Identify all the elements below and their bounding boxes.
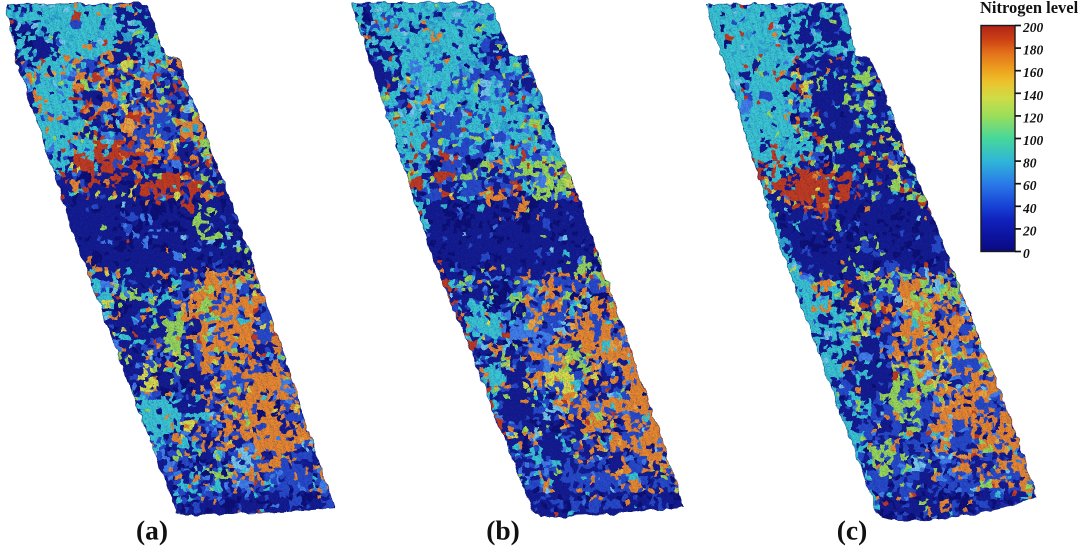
svg-text:120: 120 (1023, 110, 1044, 125)
svg-text:0: 0 (1023, 246, 1030, 261)
svg-text:180: 180 (1023, 43, 1044, 58)
svg-text:200: 200 (1022, 20, 1044, 35)
svg-text:(c): (c) (837, 515, 868, 546)
svg-text:40: 40 (1022, 201, 1037, 216)
svg-text:100: 100 (1023, 133, 1044, 148)
svg-text:60: 60 (1023, 178, 1037, 193)
svg-text:80: 80 (1023, 156, 1037, 171)
svg-text:(b): (b) (486, 515, 520, 546)
svg-text:(a): (a) (136, 515, 168, 546)
svg-text:160: 160 (1023, 65, 1044, 80)
svg-text:Nitrogen level: Nitrogen level (980, 0, 1079, 17)
svg-text:140: 140 (1023, 88, 1044, 103)
svg-text:20: 20 (1022, 223, 1037, 238)
